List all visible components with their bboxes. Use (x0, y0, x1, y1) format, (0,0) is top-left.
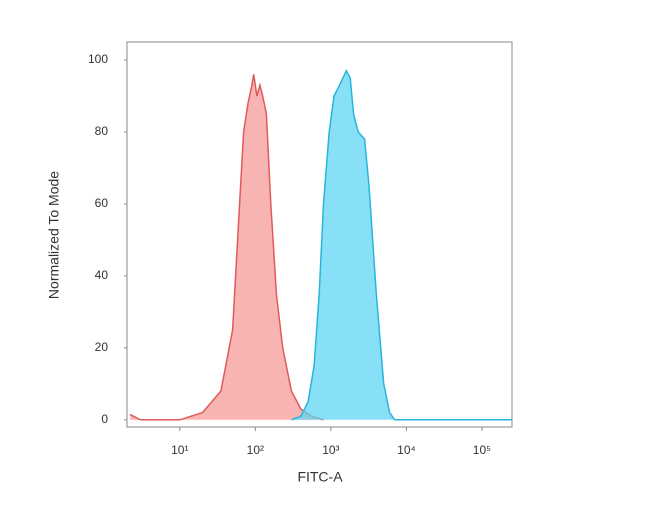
y-tick-label: 20 (95, 340, 109, 354)
x-axis-label: FITC-A (297, 469, 343, 485)
x-tick-label: 10² (247, 443, 264, 457)
x-tick-label: 10⁵ (473, 443, 491, 457)
histogram-line (291, 69, 512, 421)
y-tick-label: 100 (88, 52, 108, 66)
histogram-line (129, 74, 324, 421)
x-tick-label: 10⁴ (397, 443, 416, 457)
y-tick-label: 40 (95, 268, 109, 282)
y-axis-label: Normalized To Mode (46, 171, 62, 299)
histogram-area (130, 74, 324, 420)
y-tick-label: 60 (95, 196, 109, 210)
x-tick-label: 10³ (322, 443, 339, 457)
y-tick-label: 0 (101, 412, 108, 426)
plot-frame (126, 41, 513, 428)
x-tick-label: 10¹ (171, 443, 188, 457)
y-tick-label: 80 (95, 124, 109, 138)
histogram-area (291, 70, 512, 420)
